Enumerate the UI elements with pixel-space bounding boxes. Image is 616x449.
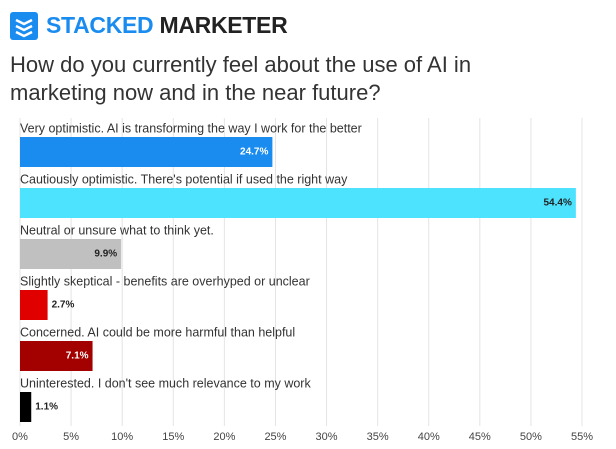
x-tick-label: 0% — [12, 431, 28, 443]
category-label: Very optimistic. AI is transforming the … — [20, 121, 362, 135]
bar — [20, 137, 273, 167]
value-label: 54.4% — [544, 198, 572, 209]
category-label: Slightly skeptical - benefits are overhy… — [20, 274, 310, 288]
category-label: Concerned. AI could be more harmful than… — [20, 325, 295, 339]
chart-title: How do you currently feel about the use … — [10, 52, 472, 105]
brand-primary: STACKED — [46, 12, 154, 38]
brand: STACKED MARKETER — [46, 12, 288, 39]
x-tick-label: 15% — [162, 431, 184, 443]
bar — [20, 392, 32, 422]
category-label: Uninterested. I don't see much relevance… — [20, 376, 311, 390]
value-label: 9.9% — [94, 249, 117, 260]
x-tick-label: 30% — [316, 431, 338, 443]
logo-mark — [15, 18, 33, 38]
x-tick-label: 35% — [367, 431, 389, 443]
x-tick-label: 5% — [63, 431, 79, 443]
bar — [20, 341, 93, 371]
x-tick-label: 25% — [264, 431, 286, 443]
value-label: 1.1% — [35, 402, 58, 413]
x-tick-label: 45% — [469, 431, 491, 443]
bar — [20, 239, 122, 269]
category-label: Neutral or unsure what to think yet. — [20, 223, 214, 237]
value-label: 2.7% — [52, 300, 75, 311]
bar — [20, 290, 48, 320]
x-tick-label: 50% — [520, 431, 542, 443]
category-label: Cautiously optimistic. There's potential… — [20, 172, 348, 186]
x-tick-label: 40% — [418, 431, 440, 443]
value-label: 7.1% — [66, 351, 89, 362]
bar — [20, 188, 576, 218]
x-tick-label: 55% — [571, 431, 593, 443]
x-tick-label: 20% — [213, 431, 235, 443]
x-tick-label: 10% — [111, 431, 133, 443]
value-label: 24.7% — [240, 147, 268, 158]
brand-secondary: MARKETER — [159, 12, 288, 38]
